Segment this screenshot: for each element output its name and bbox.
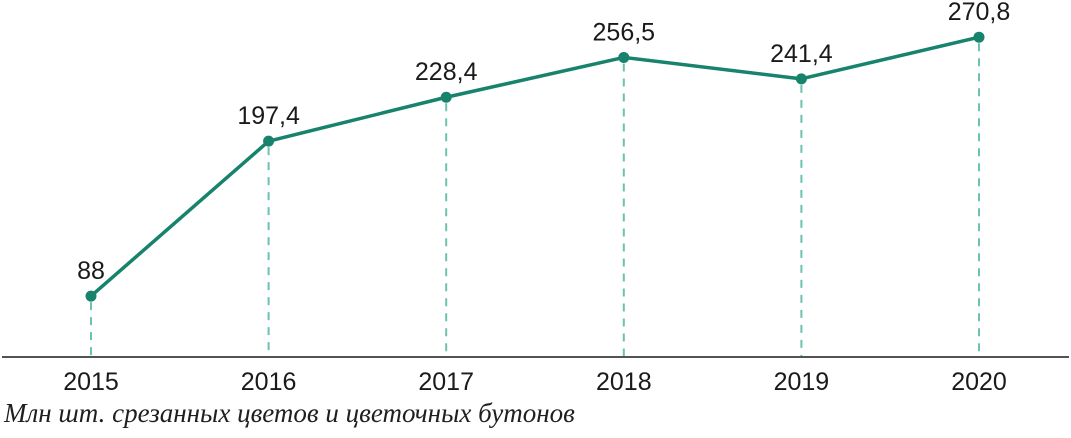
line-chart-svg: 88 197,4 228,4 256,5 241,4 270,8 2015 2016 2017… (2, 0, 1069, 396)
x-tick-label-2018: 2018 (596, 368, 652, 396)
x-tick-label-2019: 2019 (774, 368, 830, 396)
value-label-2017: 228,4 (415, 58, 478, 86)
value-label-2019: 241,4 (770, 40, 833, 68)
chart-caption: Млн шт. срезанных цветов и цветочных бут… (4, 398, 575, 428)
x-tick-label-2015: 2015 (63, 368, 119, 396)
value-label-2016: 197,4 (237, 102, 300, 130)
data-line (89, 35, 981, 298)
data-point-2016 (263, 135, 275, 147)
x-tick-labels-group: 2015 2016 2017 2018 2019 2020 (63, 368, 1007, 396)
value-label-2020: 270,8 (948, 0, 1011, 26)
data-point-2018 (618, 51, 630, 63)
x-tick-label-2017: 2017 (418, 368, 474, 396)
data-point-2017 (440, 91, 452, 103)
data-line-group (89, 35, 981, 298)
x-tick-label-2020: 2020 (951, 368, 1007, 396)
value-labels-group: 88 197,4 228,4 256,5 241,4 270,8 (77, 0, 1010, 285)
data-points-group (85, 31, 985, 302)
value-label-2018: 256,5 (593, 18, 656, 46)
dashed-guides-group (90, 43, 980, 356)
data-point-2020 (973, 31, 985, 43)
x-tick-label-2016: 2016 (241, 368, 297, 396)
data-point-2019 (795, 73, 807, 85)
data-point-2015 (85, 290, 97, 302)
value-label-2015: 88 (77, 257, 105, 285)
